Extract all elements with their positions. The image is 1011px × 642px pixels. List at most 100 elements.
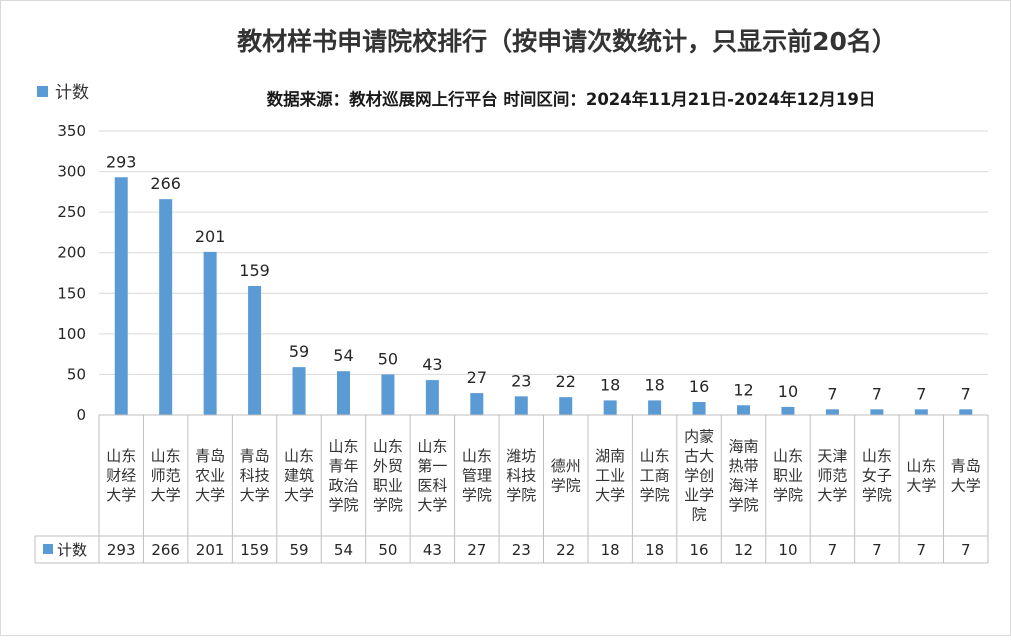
- category-label: 天津: [817, 447, 847, 465]
- y-axis: 0 50 100 150 200 250 300 350: [57, 122, 86, 424]
- bar: [159, 199, 173, 415]
- table-value: 43: [423, 541, 442, 559]
- table-value: 27: [467, 541, 486, 559]
- table-value: 50: [378, 541, 397, 559]
- table-value: 18: [601, 541, 620, 559]
- category-label: 青岛: [195, 447, 225, 465]
- y-tick-label: 350: [57, 122, 86, 140]
- legend-swatch: [37, 86, 48, 97]
- category-label: 山东: [328, 437, 358, 455]
- data-label: 293: [106, 152, 137, 171]
- data-label: 18: [644, 375, 664, 394]
- bar: [425, 380, 439, 415]
- data-label: 7: [961, 384, 971, 403]
- category-label: 大学: [284, 486, 314, 504]
- bar: [870, 409, 884, 415]
- category-label: 学院: [506, 486, 536, 504]
- category-label: 大学: [240, 486, 270, 504]
- category-label: 山东: [906, 457, 936, 475]
- table-value: 7: [961, 541, 971, 559]
- data-label: 27: [467, 368, 487, 387]
- category-label: 学院: [729, 496, 759, 514]
- gridlines: [99, 130, 988, 375]
- category-label: 潍坊: [506, 447, 536, 465]
- bar: [959, 409, 973, 415]
- category-label: 青年: [328, 457, 358, 475]
- y-tick-label: 150: [57, 284, 86, 302]
- category-label: 大学: [106, 486, 136, 504]
- category-label: 山东: [284, 447, 314, 465]
- bar: [336, 371, 350, 415]
- data-label: 43: [422, 355, 442, 374]
- y-tick-label: 0: [76, 406, 86, 424]
- table-value: 54: [334, 541, 353, 559]
- bar: [559, 397, 573, 415]
- data-label: 10: [778, 382, 798, 401]
- category-label: 海洋: [729, 476, 759, 494]
- category-label: 师范: [817, 467, 847, 485]
- category-label: 学院: [862, 486, 892, 504]
- y-tick-label: 50: [67, 365, 86, 383]
- chart-title: 教材样书申请院校排行（按申请次数统计，只显示前20名）: [237, 27, 897, 56]
- bar: [514, 396, 528, 415]
- category-label: 业学: [684, 486, 714, 504]
- category-label: 工商: [640, 467, 670, 485]
- data-label: 23: [511, 371, 531, 390]
- category-label: 管理: [462, 467, 492, 485]
- category-label: 学创: [684, 467, 714, 485]
- table-value: 7: [917, 541, 927, 559]
- bar: [914, 409, 928, 415]
- data-label: 59: [289, 342, 309, 361]
- y-tick-label: 300: [57, 163, 86, 181]
- bars: [114, 177, 973, 415]
- bar: [603, 400, 617, 415]
- bar: [203, 251, 217, 415]
- data-label: 201: [195, 227, 226, 246]
- table-value: 16: [690, 541, 709, 559]
- bar: [692, 402, 706, 415]
- data-label: 7: [872, 384, 882, 403]
- category-label: 海南: [729, 437, 759, 455]
- category-label: 政治: [328, 476, 358, 494]
- y-tick-label: 200: [57, 244, 86, 262]
- bar: [781, 406, 795, 415]
- category-label: 职业: [373, 476, 403, 494]
- category-label: 大学: [417, 496, 447, 514]
- category-label: 山东: [151, 447, 181, 465]
- data-label: 16: [689, 377, 709, 396]
- category-label: 大学: [817, 486, 847, 504]
- category-label: 学院: [328, 496, 358, 514]
- category-label: 农业: [195, 467, 225, 485]
- bar: [825, 409, 839, 415]
- bar: [470, 393, 484, 415]
- data-table: 山东财经大学山东师范大学青岛农业大学青岛科技大学山东建筑大学山东青年政治学院山东…: [34, 414, 989, 564]
- y-tick-label: 100: [57, 325, 86, 343]
- category-label: 山东: [462, 447, 492, 465]
- category-label: 山东: [373, 437, 403, 455]
- category-label: 第一: [417, 457, 447, 475]
- category-label: 学院: [462, 486, 492, 504]
- bar: [381, 374, 395, 415]
- table-value: 10: [778, 541, 797, 559]
- category-label: 科技: [240, 467, 270, 485]
- category-label: 财经: [106, 467, 136, 485]
- category-label: 大学: [906, 476, 936, 494]
- legend-label: 计数: [55, 83, 89, 103]
- category-label: 学院: [773, 486, 803, 504]
- data-label: 50: [378, 349, 398, 368]
- table-value: 22: [556, 541, 575, 559]
- category-label: 外贸: [373, 457, 403, 475]
- category-label: 工业: [595, 467, 625, 485]
- data-label: 266: [150, 174, 181, 193]
- category-label: 大学: [951, 476, 981, 494]
- category-label: 德州: [551, 457, 581, 475]
- data-label: 7: [916, 384, 926, 403]
- category-label: 湖南: [595, 447, 625, 465]
- table-value: 7: [872, 541, 882, 559]
- category-label: 山东: [106, 447, 136, 465]
- category-label: 学院: [551, 476, 581, 494]
- category-label: 山东: [417, 437, 447, 455]
- data-label: 22: [556, 372, 576, 391]
